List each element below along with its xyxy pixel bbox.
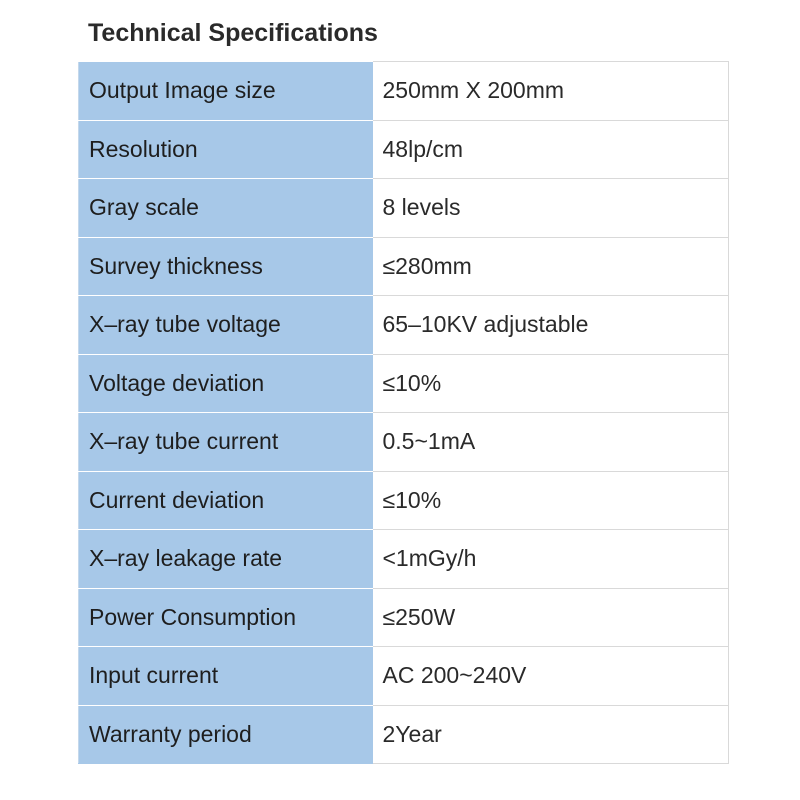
table-row: Resolution 48lp/cm xyxy=(78,120,729,179)
page-title: Technical Specifications xyxy=(88,19,378,47)
spec-table: Output Image size 250mm X 200mm Resoluti… xyxy=(78,61,729,764)
spec-label-voltage-deviation: Voltage deviation xyxy=(78,354,373,413)
spec-label-warranty-period: Warranty period xyxy=(78,705,373,764)
spec-label-gray-scale: Gray scale xyxy=(78,178,373,238)
spec-value-gray-scale: 8 levels xyxy=(372,178,729,238)
table-row: Input current AC 200~240V xyxy=(78,646,729,706)
table-row: Output Image size 250mm X 200mm xyxy=(78,61,729,121)
spec-value-xray-tube-voltage: 65–10KV adjustable xyxy=(372,295,729,355)
spec-value-output-image-size: 250mm X 200mm xyxy=(372,61,729,121)
table-row: X–ray tube voltage 65–10KV adjustable xyxy=(78,295,729,355)
spec-table-body: Output Image size 250mm X 200mm Resoluti… xyxy=(78,61,729,764)
spec-value-voltage-deviation: ≤10% xyxy=(372,354,729,413)
spec-label-current-deviation: Current deviation xyxy=(78,471,373,530)
table-row: Survey thickness ≤280mm xyxy=(78,237,729,296)
spec-value-warranty-period: 2Year xyxy=(372,705,729,764)
table-row: Voltage deviation ≤10% xyxy=(78,354,729,413)
spec-label-xray-leakage-rate: X–ray leakage rate xyxy=(78,529,373,589)
spec-label-input-current: Input current xyxy=(78,646,373,706)
table-row: Power Consumption ≤250W xyxy=(78,588,729,647)
spec-label-power-consumption: Power Consumption xyxy=(78,588,373,647)
spec-value-resolution: 48lp/cm xyxy=(372,120,729,179)
table-row: Current deviation ≤10% xyxy=(78,471,729,530)
spec-label-xray-tube-current: X–ray tube current xyxy=(78,412,373,472)
spec-label-resolution: Resolution xyxy=(78,120,373,179)
table-row: Gray scale 8 levels xyxy=(78,178,729,238)
table-row: Warranty period 2Year xyxy=(78,705,729,764)
spec-label-xray-tube-voltage: X–ray tube voltage xyxy=(78,295,373,355)
spec-value-survey-thickness: ≤280mm xyxy=(372,237,729,296)
spec-value-current-deviation: ≤10% xyxy=(372,471,729,530)
spec-value-input-current: AC 200~240V xyxy=(372,646,729,706)
spec-label-output-image-size: Output Image size xyxy=(78,61,373,121)
table-row: X–ray leakage rate <1mGy/h xyxy=(78,529,729,589)
spec-value-xray-tube-current: 0.5~1mA xyxy=(372,412,729,472)
table-row: X–ray tube current 0.5~1mA xyxy=(78,412,729,472)
spec-label-survey-thickness: Survey thickness xyxy=(78,237,373,296)
spec-value-power-consumption: ≤250W xyxy=(372,588,729,647)
spec-value-xray-leakage-rate: <1mGy/h xyxy=(372,529,729,589)
